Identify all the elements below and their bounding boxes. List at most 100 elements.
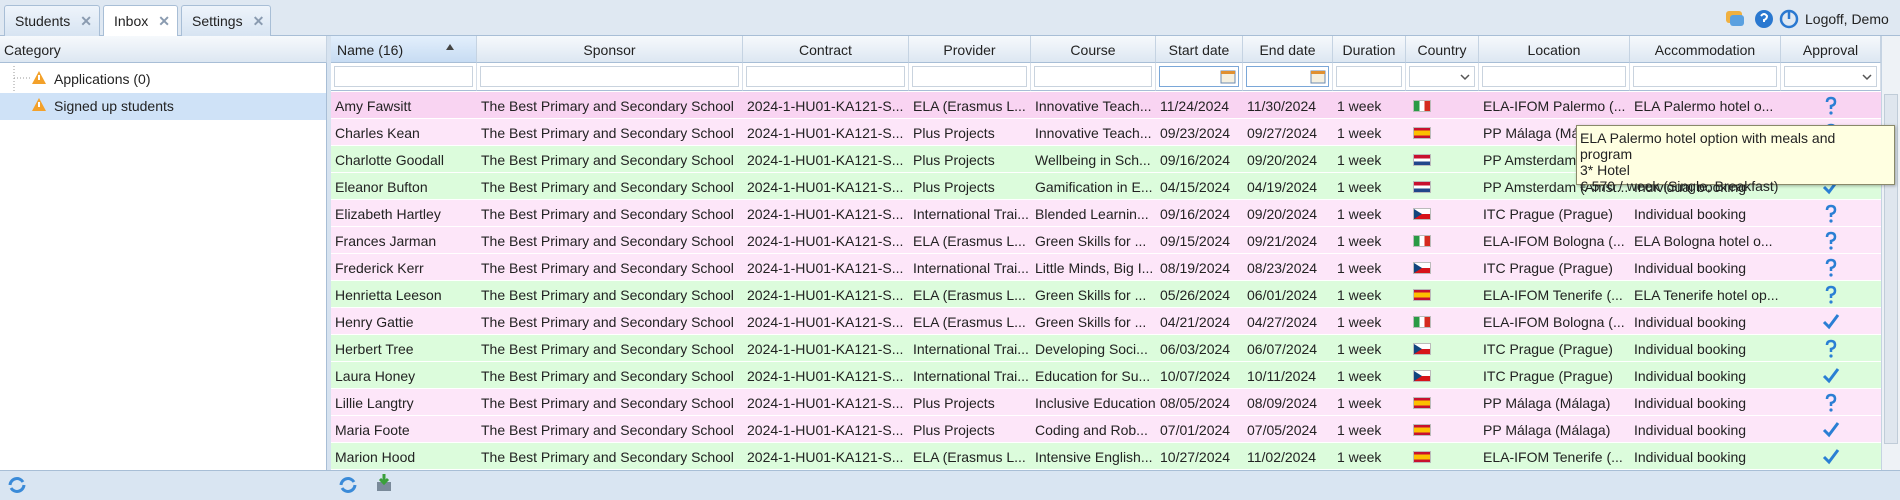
table-row[interactable] [331,200,1881,227]
column-header[interactable]: Sponsor [477,36,743,63]
filter-input[interactable] [1633,66,1777,87]
table-row[interactable] [331,416,1881,443]
column-header[interactable]: Course [1031,36,1156,63]
filter-input[interactable] [1482,66,1626,87]
filter-input[interactable] [1159,66,1239,87]
cell-text: PP Málaga (Málaga) [1483,422,1611,438]
refresh-button[interactable] [337,474,359,496]
filter-cell[interactable] [1781,63,1881,91]
cell-text: 2024-1-HU01-KA121-S... [747,206,904,222]
cell-text: Innovative Teach... [1035,125,1152,141]
table-row[interactable] [331,443,1881,470]
approval-icon[interactable] [1821,96,1841,116]
approval-icon[interactable] [1821,366,1841,386]
cell-text: ITC Prague (Prague) [1483,341,1613,357]
cell-text: ITC Prague (Prague) [1483,260,1613,276]
filter-cell[interactable] [1031,63,1156,91]
header-icons[interactable] [1724,8,1810,30]
filter-cell[interactable] [1630,63,1781,91]
filter-cell[interactable] [1333,63,1406,91]
table-row[interactable] [331,389,1881,416]
approval-icon[interactable] [1821,204,1841,224]
tab-label[interactable]: Settings [192,13,243,29]
cell-text: Henry Gattie [335,314,414,330]
export-button[interactable] [373,472,395,494]
approval-icon[interactable] [1821,258,1841,278]
table-row[interactable] [331,281,1881,308]
tab-label[interactable]: Inbox [114,13,149,29]
table-row[interactable] [331,254,1881,281]
table-row[interactable] [331,362,1881,389]
filter-input[interactable] [1034,66,1152,87]
tree-item[interactable]: Signed up students [54,98,174,114]
filter-cell[interactable] [331,63,477,91]
country-flag [1413,100,1431,112]
table-row[interactable] [331,227,1881,254]
filter-cell[interactable] [1243,63,1333,91]
cell-text: 08/19/2024 [1160,260,1231,276]
cell-text: Maria Foote [335,422,410,438]
filter-cell[interactable] [1156,63,1243,91]
column-header[interactable]: Start date [1156,36,1243,63]
scrollbar[interactable] [1881,36,1900,470]
table-row[interactable] [331,308,1881,335]
cell-text: 1 week [1337,98,1382,114]
filter-input[interactable] [334,66,473,87]
tooltip: ELA Palermo hotel option with meals and … [1576,125,1895,194]
tab[interactable]: Students ✕ [4,5,100,36]
approval-icon[interactable] [1821,285,1841,305]
filter-cell[interactable] [743,63,909,91]
cell-text: 05/26/2024 [1160,287,1231,303]
approval-icon[interactable] [1821,420,1841,440]
cell-text: ELA (Erasmus L... [913,98,1026,114]
column-header[interactable]: Contract [743,36,909,63]
refresh-button[interactable] [6,474,28,496]
splitter[interactable] [327,36,331,500]
column-header[interactable]: Approval [1781,36,1881,63]
dropdown-arrow[interactable] [1862,73,1872,81]
filter-input[interactable] [1784,66,1877,87]
filter-input[interactable] [746,66,905,87]
cell-text: 06/01/2024 [1247,287,1318,303]
dropdown-arrow[interactable] [1460,73,1470,81]
filter-input[interactable] [1409,66,1475,87]
column-header[interactable]: Name (16) [331,36,477,63]
tab-label[interactable]: Students [15,13,71,29]
cell-text: Education for Su... [1035,368,1151,384]
filter-cell[interactable] [477,63,743,91]
filter-input[interactable] [912,66,1027,87]
tab[interactable]: Inbox ✕ [103,5,178,37]
column-header[interactable]: Location [1479,36,1630,63]
calendar-icon[interactable] [1310,69,1326,85]
approval-icon[interactable] [1821,339,1841,359]
filter-input[interactable] [480,66,739,87]
filter-input[interactable] [1246,66,1329,87]
country-flag [1413,370,1431,382]
tree-item[interactable]: Applications (0) [54,71,151,87]
approval-icon[interactable] [1821,393,1841,413]
column-header[interactable]: Country [1406,36,1479,63]
column-header[interactable]: Accommodation [1630,36,1781,63]
filter-input[interactable] [1336,66,1402,87]
tab[interactable]: Settings ✕ [181,5,271,36]
logoff-link[interactable]: Logoff, Demo [1805,11,1889,27]
filter-cell[interactable] [1406,63,1479,91]
table-row[interactable] [331,335,1881,362]
approval-icon[interactable] [1821,312,1841,332]
cell-text: 04/27/2024 [1247,314,1318,330]
table-row[interactable] [331,92,1881,119]
column-header[interactable]: Provider [909,36,1031,63]
calendar-icon[interactable] [1220,69,1236,85]
approval-icon[interactable] [1821,447,1841,467]
approval-icon[interactable] [1821,231,1841,251]
cell-text: 11/24/2024 [1160,98,1230,114]
cell-text: International Trai... [913,206,1029,222]
panel-title: Category [0,36,327,63]
filter-cell[interactable] [1479,63,1630,91]
tooltip-line: € 570 / week (Single, Breakfast) [1580,178,1779,194]
cell-text: 2024-1-HU01-KA121-S... [747,341,904,357]
filter-cell[interactable] [909,63,1031,91]
column-header[interactable]: End date [1243,36,1333,63]
cell-text: The Best Primary and Secondary School [481,368,734,384]
column-header[interactable]: Duration [1333,36,1406,63]
